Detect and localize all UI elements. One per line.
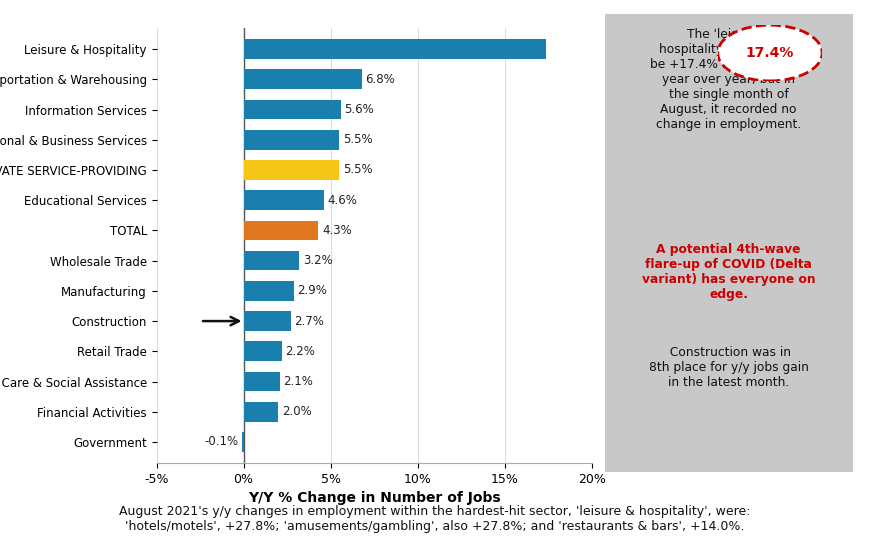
Text: Construction was in
8th place for y/y jobs gain
in the latest month.: Construction was in 8th place for y/y jo… xyxy=(648,345,807,389)
Text: 4.6%: 4.6% xyxy=(327,194,356,206)
Text: 2.2%: 2.2% xyxy=(285,345,315,358)
Text: 5.5%: 5.5% xyxy=(342,163,372,176)
Bar xyxy=(243,402,278,422)
Bar xyxy=(242,432,243,452)
Bar xyxy=(243,190,323,210)
Bar xyxy=(243,341,282,361)
Ellipse shape xyxy=(717,25,821,81)
Text: 3.2%: 3.2% xyxy=(302,254,332,267)
Bar xyxy=(243,251,299,271)
Bar xyxy=(243,372,280,391)
Text: 2.7%: 2.7% xyxy=(294,315,323,328)
Bar xyxy=(243,311,290,331)
Text: 6.8%: 6.8% xyxy=(365,73,395,86)
Text: 5.6%: 5.6% xyxy=(344,103,374,116)
FancyBboxPatch shape xyxy=(592,0,864,494)
Text: A potential 4th-wave
flare-up of COVID (Delta
variant) has everyone on
edge.: A potential 4th-wave flare-up of COVID (… xyxy=(641,243,814,301)
Text: The 'leisure &
hospitality' sector may
be +17.4% for jobs count
year over year, : The 'leisure & hospitality' sector may b… xyxy=(650,28,806,131)
Text: 2.9%: 2.9% xyxy=(297,285,327,297)
Text: 2.0%: 2.0% xyxy=(282,405,311,418)
Bar xyxy=(243,281,294,301)
Bar xyxy=(243,39,546,59)
Text: August 2021's y/y changes in employment within the hardest-hit sector, 'leisure : August 2021's y/y changes in employment … xyxy=(119,505,750,533)
Bar xyxy=(243,69,362,89)
Text: -0.1%: -0.1% xyxy=(204,435,238,449)
Bar xyxy=(243,130,339,150)
Text: 17.4%: 17.4% xyxy=(745,46,793,60)
Bar xyxy=(243,160,339,180)
X-axis label: Y/Y % Change in Number of Jobs: Y/Y % Change in Number of Jobs xyxy=(248,492,500,506)
Bar xyxy=(243,220,318,240)
Text: 5.5%: 5.5% xyxy=(342,133,372,146)
Text: 2.1%: 2.1% xyxy=(283,375,313,388)
Bar xyxy=(243,100,341,119)
Text: 4.3%: 4.3% xyxy=(322,224,351,237)
